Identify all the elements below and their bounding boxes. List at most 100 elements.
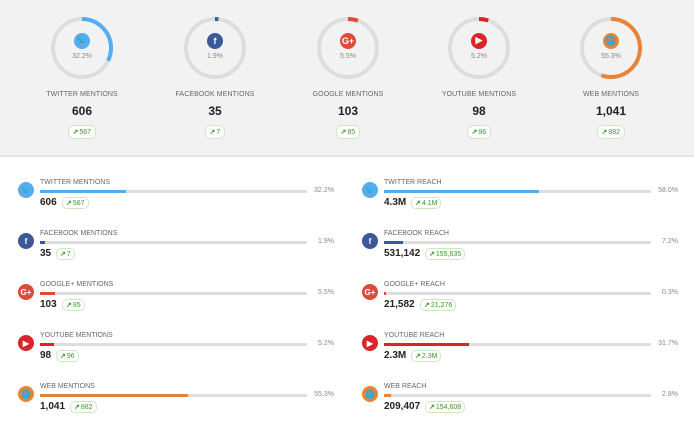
summary-change-badge: ↗ 85 — [335, 125, 361, 139]
row-percent: 58.0% — [658, 187, 678, 194]
mentions-row-facebook: f FACEBOOK MENTIONS 1.9% 35 ↗ 7 — [18, 230, 338, 271]
reach-row-twitter: 🐦 TWITTER REACH 58.0% 4.3M ↗ 4.1M — [362, 179, 682, 220]
row-change-badge: ↗ 154,608 — [425, 401, 466, 413]
row-label: GOOGLE+ MENTIONS — [40, 281, 114, 288]
trend-up-icon: ↗ — [60, 251, 66, 258]
progress-fill — [384, 241, 404, 244]
row-change-value: 7 — [66, 250, 71, 258]
row-change-value: 155,635 — [435, 250, 462, 258]
ring-center: G+ 5.5% — [314, 14, 382, 82]
ring-percent: 55.3% — [601, 52, 621, 60]
progress-track — [40, 241, 307, 244]
summary-change-badge: ↗ 7 — [204, 125, 226, 139]
row-percent: 2.8% — [662, 391, 678, 398]
summary-count: 35 — [208, 104, 222, 118]
twitter-icon: 🐦 — [362, 182, 378, 198]
ring-center: 🐦 32.2% — [48, 14, 116, 82]
trend-up-icon: ↗ — [471, 129, 478, 136]
trend-up-icon: ↗ — [209, 129, 216, 136]
progress-fill — [40, 343, 54, 346]
row-count: 21,582 — [384, 299, 415, 310]
progress-track — [40, 394, 307, 397]
mentions-row-twitter: 🐦 TWITTER MENTIONS 32.2% 606 ↗ 567 — [18, 179, 338, 220]
globe-icon: 🌐 — [362, 386, 378, 402]
youtube-icon: ▶ — [18, 335, 34, 351]
row-label: FACEBOOK REACH — [384, 230, 449, 237]
summary-count: 103 — [337, 104, 359, 118]
row-change-badge: ↗ 882 — [70, 401, 97, 413]
trend-up-icon: ↗ — [72, 129, 79, 136]
row-count: 606 — [40, 197, 57, 208]
mentions-row-youtube: ▶ YOUTUBE MENTIONS 5.2% 98 ↗ 96 — [18, 332, 338, 373]
progress-track — [384, 190, 651, 193]
summary-label: YOUTUBE MENTIONS — [441, 91, 517, 98]
row-count: 103 — [40, 299, 57, 310]
reach-row-youtube: ▶ YOUTUBE REACH 31.7% 2.3M ↗ 2.3M — [362, 332, 682, 373]
progress-fill — [40, 292, 55, 295]
row-percent: 5.5% — [318, 289, 334, 296]
row-count: 35 — [40, 248, 52, 259]
trend-up-icon: ↗ — [66, 200, 72, 207]
summary-change-value: 96 — [478, 128, 487, 136]
twitter-icon: 🐦 — [74, 32, 90, 49]
mentions-row-web: 🌐 WEB MENTIONS 55.3% 1,041 ↗ 882 — [18, 383, 338, 424]
summary-change-value: 567 — [79, 128, 92, 136]
section-divider — [0, 155, 694, 157]
youtube-icon: ▶ — [471, 32, 487, 49]
ring-percent: 5.2% — [471, 52, 487, 60]
reach-row-web: 🌐 WEB REACH 2.8% 209,407 ↗ 154,608 — [362, 383, 682, 424]
youtube-icon: ▶ — [362, 335, 378, 351]
ring-fill-twitter — [51, 17, 113, 79]
ring-google: G+ 5.5% — [314, 14, 382, 82]
progress-track — [40, 190, 307, 193]
ring-gauge-google — [317, 17, 379, 79]
progress-track — [384, 292, 651, 295]
row-change-badge: ↗ 7 — [56, 248, 75, 260]
ring-twitter: 🐦 32.2% — [48, 14, 116, 82]
summary-change-value: 85 — [347, 128, 356, 136]
ring-gauge-web — [580, 17, 642, 79]
row-percent: 32.2% — [314, 187, 334, 194]
row-percent: 5.2% — [318, 340, 334, 347]
trend-up-icon: ↗ — [424, 302, 430, 309]
summary-change-value: 7 — [216, 128, 221, 136]
google-plus-icon: G+ — [340, 32, 356, 49]
progress-fill — [384, 394, 392, 397]
ring-gauge-twitter — [51, 17, 113, 79]
reach-row-facebook: f FACEBOOK REACH 7.2% 531,142 ↗ 155,635 — [362, 230, 682, 271]
summary-change-badge: ↗ 882 — [596, 125, 626, 139]
row-count: 531,142 — [384, 248, 421, 259]
trend-up-icon: ↗ — [415, 353, 421, 360]
twitter-icon: 🐦 — [18, 182, 34, 198]
ring-fill-web — [580, 17, 642, 79]
ring-percent: 5.5% — [340, 52, 356, 60]
row-label: WEB MENTIONS — [40, 383, 95, 390]
row-change-value: 21,276 — [430, 301, 453, 309]
row-label: YOUTUBE MENTIONS — [40, 332, 113, 339]
progress-fill — [40, 394, 188, 397]
ring-gauge-youtube — [448, 17, 510, 79]
facebook-icon: f — [207, 32, 223, 49]
ring-percent: 1.9% — [207, 52, 223, 60]
summary-label: FACEBOOK MENTIONS — [175, 91, 255, 98]
row-change-value: 96 — [66, 352, 75, 360]
row-change-value: 567 — [72, 199, 85, 207]
row-percent: 55.3% — [314, 391, 334, 398]
ring-youtube: ▶ 5.2% — [445, 14, 513, 82]
row-change-badge: ↗ 21,276 — [420, 299, 457, 311]
summary-label: WEB MENTIONS — [582, 91, 640, 98]
summary-label: GOOGLE MENTIONS — [312, 91, 384, 98]
summary-change-badge: ↗ 96 — [466, 125, 492, 139]
ring-fill-youtube — [448, 17, 510, 79]
row-change-badge: ↗ 85 — [62, 299, 85, 311]
trend-up-icon: ↗ — [340, 129, 347, 136]
row-count: 1,041 — [40, 401, 66, 412]
trend-up-icon: ↗ — [415, 200, 421, 207]
progress-track — [40, 292, 307, 295]
progress-fill — [384, 292, 386, 295]
progress-track — [384, 394, 651, 397]
row-percent: 7.2% — [662, 238, 678, 245]
trend-up-icon: ↗ — [429, 404, 435, 411]
ring-fill-facebook — [184, 17, 246, 79]
row-change-badge: ↗ 155,635 — [425, 248, 466, 260]
